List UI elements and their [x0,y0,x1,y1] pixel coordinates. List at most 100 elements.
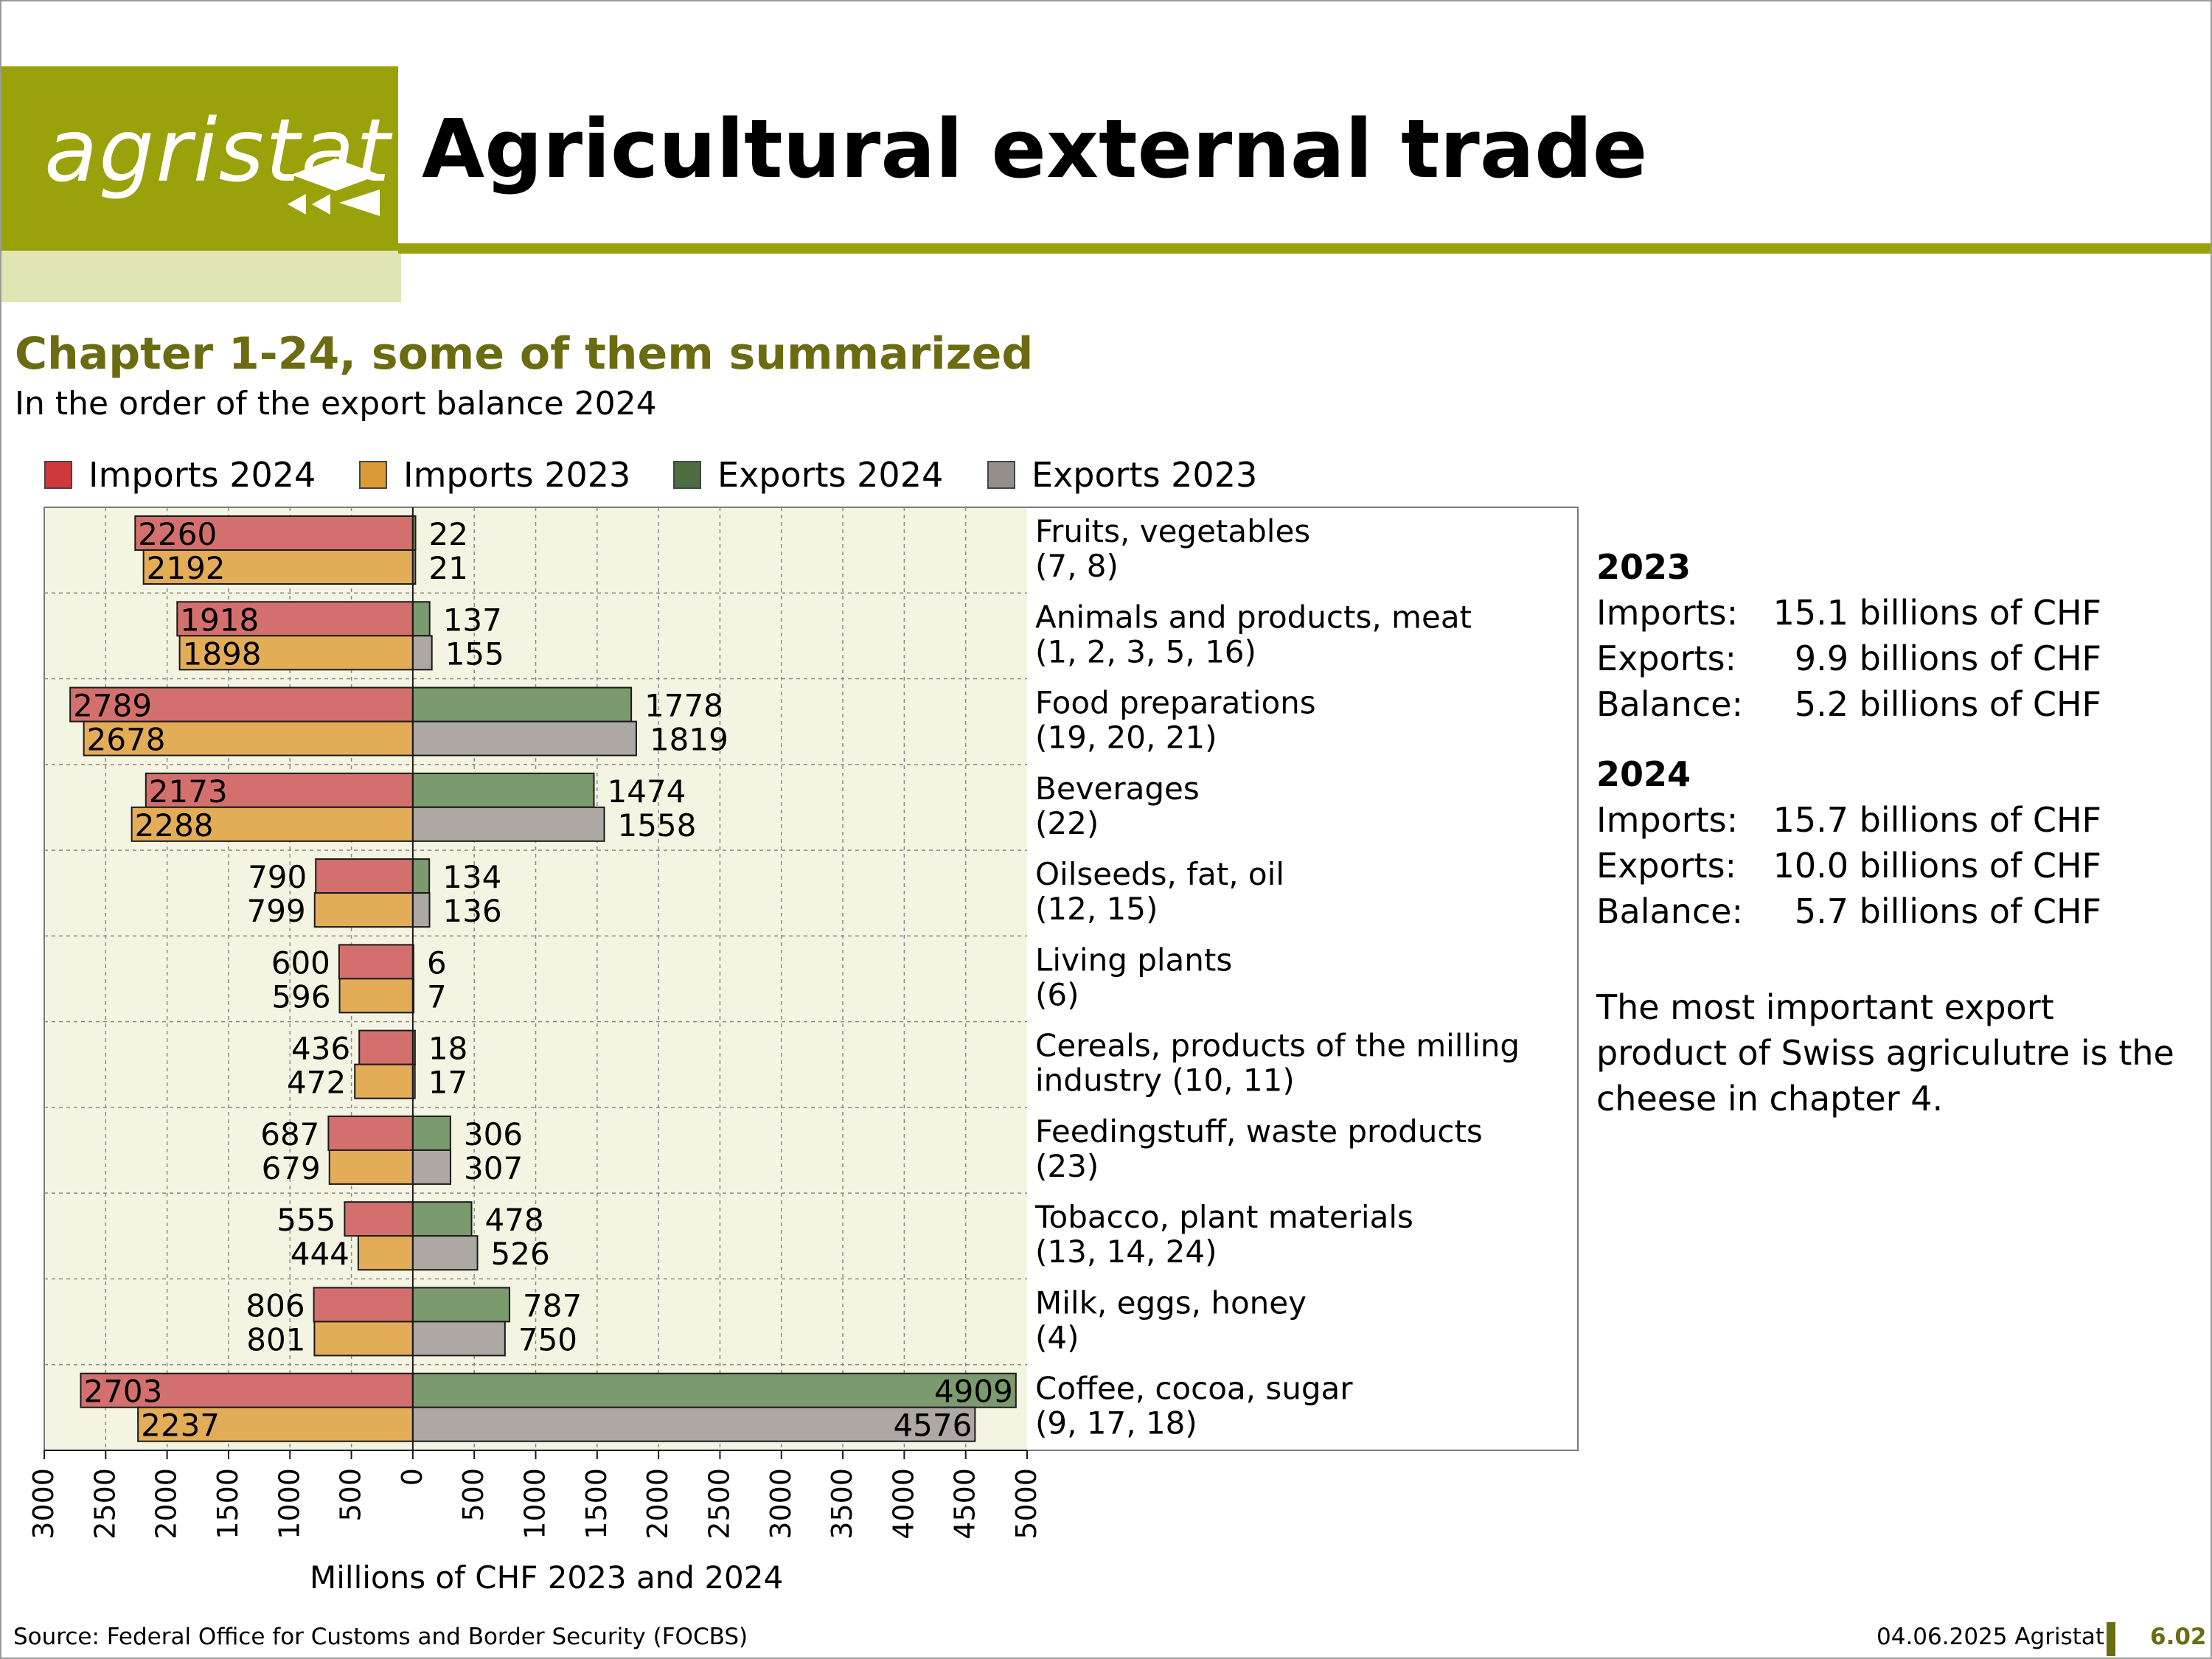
bar [69,686,414,723]
data-label: 444 [291,1236,349,1272]
bar [327,1115,414,1151]
category-label: industry (10, 11) [1035,1062,1295,1099]
stats-year-2023: 2023 [1596,547,1691,587]
category-label: (22) [1035,805,1099,841]
data-label: 2173 [149,773,228,810]
data-label: 137 [443,602,502,638]
data-label: 1898 [183,636,262,672]
category-label: (23) [1035,1148,1099,1184]
data-label: 787 [523,1287,582,1324]
category-label: Milk, eggs, honey [1035,1284,1307,1321]
category-label: Living plants [1035,942,1232,978]
category-label: (19, 20, 21) [1035,720,1217,756]
bar [142,549,414,585]
x-tick-label: 2500 [703,1468,735,1540]
data-label: 1778 [644,688,723,724]
stats-year-2024: 2024 [1596,754,1691,794]
legend-item-exports-2023: Exports 2023 [987,451,1257,498]
data-label: 17 [428,1065,467,1101]
category-label: Fruits, vegetables [1035,513,1310,549]
bar [411,1115,451,1151]
stat-label: Imports: [1596,593,1739,633]
x-tick-label: 0 [396,1468,428,1486]
bar [411,858,431,894]
data-label: 307 [464,1150,523,1186]
bar [411,1201,473,1237]
footer-date: 04.06.2025 Agristat [1877,1624,2105,1650]
bar [176,601,414,637]
stat-label: Exports: [1596,639,1737,678]
x-tick-label: 3500 [826,1468,858,1540]
data-label: 801 [246,1321,305,1357]
bar [411,1321,506,1357]
data-label: 134 [442,859,501,895]
bar [411,772,595,808]
stat-value: 9.9 billions of CHF [1794,639,2101,678]
data-label: 2260 [138,516,217,552]
bar [358,1029,414,1065]
data-label: 155 [445,636,504,672]
bar [354,1063,414,1099]
category-label: (4) [1035,1319,1079,1355]
stat-label: Imports: [1596,800,1739,840]
data-label: 436 [291,1031,350,1067]
data-label: 21 [428,550,467,586]
data-label: 1918 [180,602,259,638]
bar [411,635,433,671]
stat-value: 15.7 billions of CHF [1773,800,2101,840]
stat-value: 15.1 billions of CHF [1773,593,2101,633]
stat-value: 10.0 billions of CHF [1773,846,2101,886]
bar [344,1201,414,1237]
bar [411,720,637,757]
data-label: 478 [485,1202,544,1238]
x-tick-label: 1000 [519,1468,552,1540]
legend-item-imports-2023: Imports 2023 [359,451,630,498]
category-label: (13, 14, 24) [1035,1234,1217,1270]
bar [411,1287,511,1323]
page-marker [2107,1622,2115,1656]
bar [313,892,414,928]
category-label: Feedingstuff, waste products [1035,1113,1483,1150]
data-label: 2192 [147,550,226,586]
data-label: 6 [427,945,447,981]
bar [411,1235,479,1271]
data-label: 2789 [73,688,152,724]
x-tick-label: 4500 [949,1468,981,1540]
data-label: 1819 [650,722,728,758]
data-label: 2288 [135,807,214,844]
category-label: (12, 15) [1035,891,1158,927]
x-tick-label: 2000 [150,1468,183,1540]
x-tick-label: 500 [457,1468,490,1522]
stat-label: Balance: [1596,684,1743,724]
bar [83,720,414,757]
bar [313,1287,414,1323]
x-tick-label: 1500 [212,1468,244,1540]
data-label: 306 [464,1116,523,1152]
stat-label: Balance: [1596,891,1743,931]
legend-swatch [359,461,387,489]
category-label: Animals and products, meat [1035,599,1472,635]
data-label: 555 [276,1202,335,1238]
category-label: (9, 17, 18) [1035,1405,1197,1441]
logo-underlay [1,251,401,302]
category-label: Cereals, products of the milling [1035,1028,1520,1064]
legend-label: Imports 2023 [403,455,631,495]
category-label: Oilseeds, fat, oil [1035,856,1284,892]
data-label: 526 [491,1236,550,1272]
category-label: (6) [1035,976,1079,1012]
bar [315,858,414,894]
x-tick-label: 1000 [273,1468,305,1540]
category-label: Food preparations [1035,685,1316,721]
data-label: 600 [271,945,330,981]
agristat-logo [1,66,398,251]
bar [411,806,605,842]
bar [411,601,431,637]
bar [328,1149,414,1185]
data-label: 790 [248,859,307,895]
bar [338,978,414,1014]
data-label: 2678 [87,722,166,758]
data-label: 799 [247,893,306,929]
bar [411,1149,452,1185]
bar [411,892,431,928]
